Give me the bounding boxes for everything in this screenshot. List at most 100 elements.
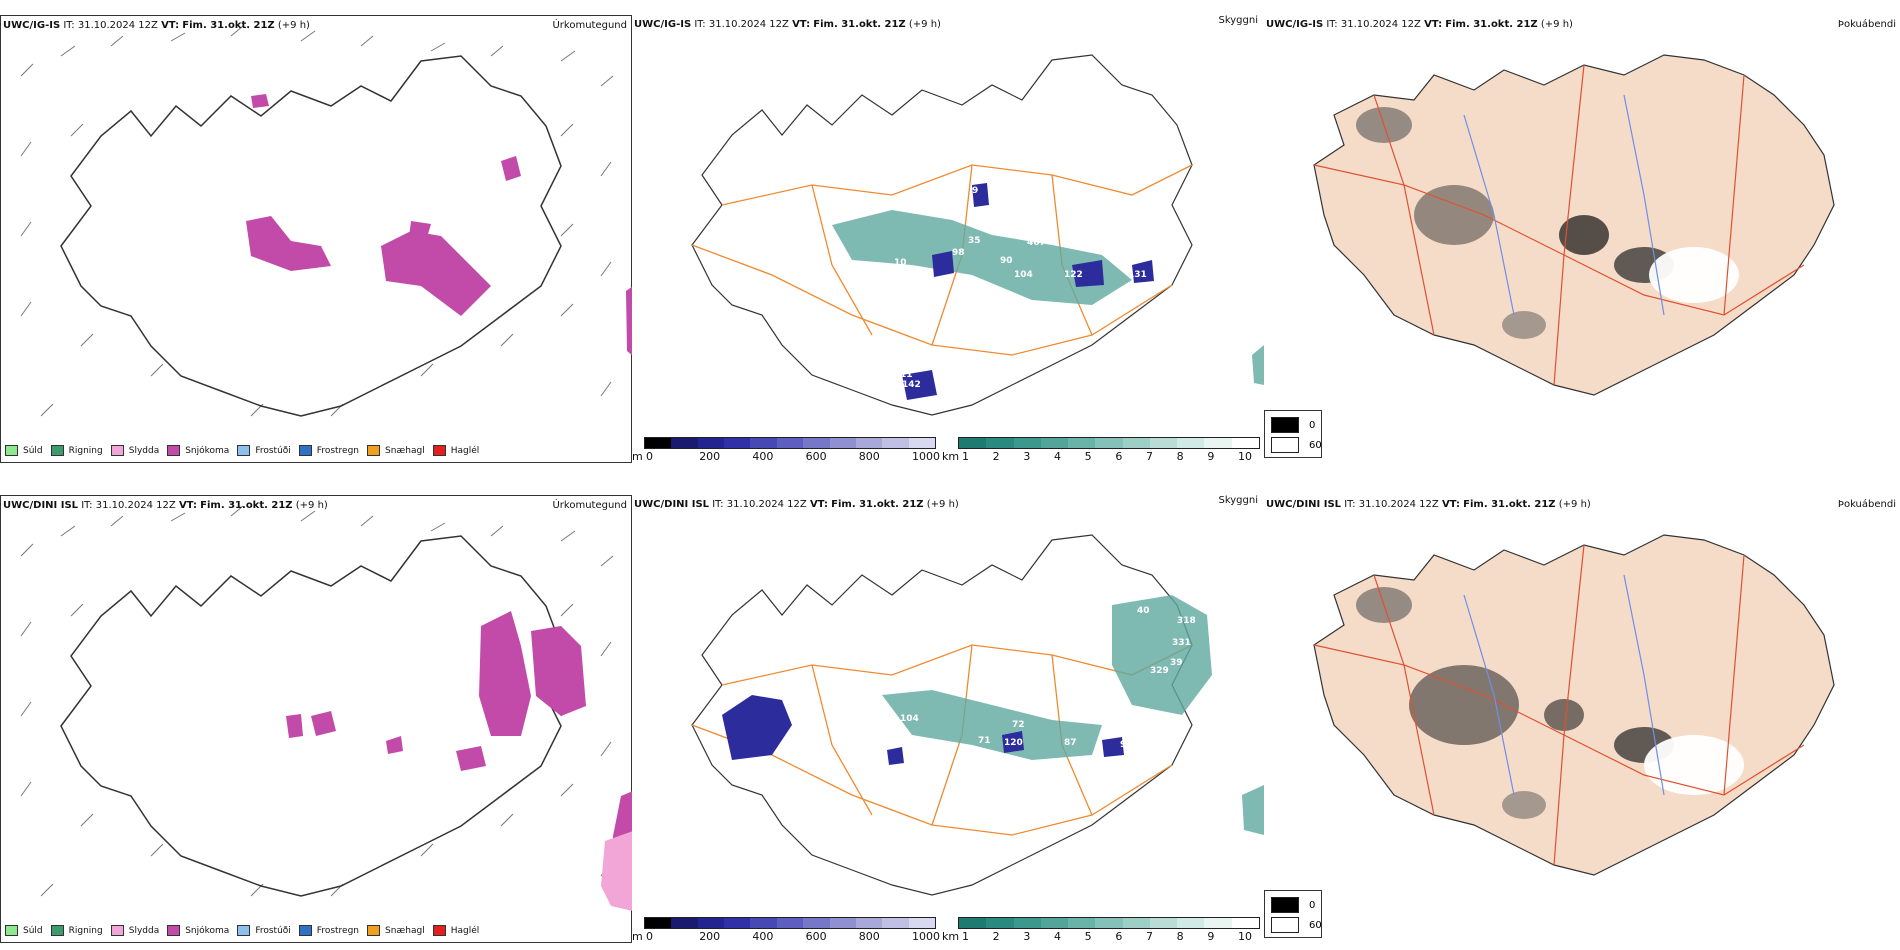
panel-type-title: Þokuábendi (1837, 499, 1896, 510)
precip-legend-label: Haglél (450, 445, 480, 456)
colorbar-tick-label: 9 (1207, 450, 1215, 463)
iceland-map-fog-row2 (1313, 534, 1835, 876)
panel-header: UWC/IG-IS IT: 31.10.2024 12Z VT: Fim. 31… (634, 19, 941, 30)
colorbar-tick-label: 600 (805, 450, 827, 463)
colorbar-tick-label: 7 (1146, 930, 1153, 943)
colorbar-segment (645, 918, 672, 928)
colorbar-segment (882, 438, 909, 448)
colorbar-tick-label: 10 (1238, 930, 1252, 943)
precip-legend-label: Rigning (68, 925, 103, 936)
cloud-base-value-label: 113 (1062, 213, 1081, 223)
colorbar-tick-label: 1 (962, 930, 969, 943)
precip-legend-item: Slydda (110, 925, 159, 936)
model-name: UWC/IG-IS (634, 19, 692, 30)
colorbar-segment (671, 438, 698, 448)
colorbar-tick-label: 0 (646, 450, 653, 463)
colorbar-segment (1177, 438, 1205, 448)
precip-legend-swatch (298, 925, 312, 936)
precip-legend-label: Slydda (128, 445, 160, 456)
precip-legend-swatch (5, 925, 18, 936)
panel-header: UWC/IG-IS IT: 31.10.2024 12Z VT: Fim. 31… (3, 20, 310, 31)
cloud-base-value-label: 131 (1128, 270, 1147, 280)
colorbar-segment (724, 918, 751, 928)
colorbar-segment (1013, 438, 1041, 448)
it-label: IT: (1344, 499, 1356, 510)
cloud-base-value-label: 120 (1004, 738, 1023, 748)
precip-legend-item: Frostúði (237, 445, 291, 456)
it-value: 31.10.2024 12Z (77, 20, 158, 31)
wind-barbs (20, 25, 614, 417)
fog-index-panel-row1: UWC/IG-IS IT: 31.10.2024 12Z VT: Fim. 31… (1264, 15, 1900, 463)
ceiling-colorbar-strip (644, 917, 936, 929)
vt-value: Fim. 31.okt. 21Z (831, 499, 924, 510)
panel-header: UWC/IG-IS IT: 31.10.2024 12Z VT: Fim. 31… (1266, 19, 1573, 30)
colorbar-segment (1068, 438, 1096, 448)
visibility-unit: km (942, 930, 960, 943)
sleet-area (601, 831, 633, 911)
colorbar-segment (1149, 918, 1178, 928)
colorbar-tick-label: 10 (1238, 450, 1252, 463)
lead-time: (+9 h) (277, 20, 310, 31)
precip-legend-item: Slydda (110, 445, 160, 456)
colorbar-segment (986, 438, 1014, 448)
colorbar-tick-label: 1000 (912, 930, 940, 943)
ceiling-unit: m (632, 930, 643, 943)
colorbar-tick-label: 6 (1115, 450, 1123, 463)
cloud-base-value-label: 72 (1012, 720, 1025, 730)
vt-value: Fim. 31.okt. 21Z (1445, 19, 1538, 30)
colorbar-segment (1177, 918, 1205, 928)
vt-value: Fim. 31.okt. 21Z (1463, 499, 1556, 510)
precip-type-panel-row1: UWC/IG-IS IT: 31.10.2024 12Z VT: Fim. 31… (0, 15, 633, 463)
vt-label: VT: (1424, 19, 1443, 30)
colorbar-segment (908, 438, 935, 448)
precip-legend-label: Frostúði (255, 925, 291, 936)
fog-index-panel-row2: UWC/DINI ISL IT: 31.10.2024 12Z VT: Fim.… (1264, 495, 1900, 943)
precip-legend-item: Súld (5, 445, 43, 456)
colorbar-segment (697, 438, 725, 448)
colorbar-tick-label: 400 (752, 930, 774, 943)
colorbar-segment (1095, 438, 1123, 448)
vt-label: VT: (1441, 499, 1460, 510)
colorbar-segment (1149, 438, 1178, 448)
precip-legend-item: Rigning (50, 445, 103, 456)
precip-legend-item: Snæhagl (367, 445, 425, 456)
fog-shading (1356, 587, 1744, 819)
panel-type-title: Skyggni (1218, 15, 1258, 26)
cloud-base-value-label: 98 (952, 248, 965, 258)
cloud-base-value-label: 3 (912, 348, 918, 358)
cloud-base-value-label: 104 (900, 714, 919, 724)
precip-legend: Súld Rigning Slydda Snjókoma Frostúði Frostre… (5, 925, 479, 936)
colorbar-tick-label: 0 (646, 930, 653, 943)
colorbar-segment (776, 438, 804, 448)
cloud-base-value-label: 9 (972, 186, 978, 196)
precip-legend-item: Frostregn (298, 445, 359, 456)
cloud-base-panel-row1: 467 113 98 90 104 122 131 40 10 11 78 142 3 35 9 3 8 UWC… (632, 15, 1264, 463)
visibility-colorbar-strip (958, 437, 1260, 449)
cloud-base-value-label: 40 (1152, 148, 1165, 158)
colorbar-segment (697, 918, 725, 928)
low-ceiling (722, 695, 1124, 765)
precip-legend-label: Snjókoma (185, 925, 230, 936)
fog-legend-label: 0 (1309, 419, 1316, 431)
fog-legend-row1: 0 60 (1264, 410, 1322, 458)
it-value: 31.10.2024 12Z (708, 19, 789, 30)
it-label: IT: (81, 500, 93, 511)
colorbar-tick-label: 3 (1023, 930, 1031, 943)
coastline (691, 54, 1193, 416)
fog-legend-swatch (1271, 417, 1299, 433)
colorbar-segment (671, 918, 698, 928)
lead-time: (+9 h) (295, 500, 328, 511)
colorbar-segment (1204, 438, 1232, 448)
precip-legend-item: Frostúði (237, 925, 291, 936)
vt-value: Fim. 31.okt. 21Z (813, 19, 906, 30)
colorbar-tick-label: 2 (992, 450, 1000, 463)
colorbar-tick-label: 200 (699, 930, 721, 943)
cloud-base-value-label: 40 (1137, 606, 1150, 616)
colorbar-tick-label: 4 (1054, 450, 1061, 463)
fog-legend-label: 60 (1309, 439, 1322, 451)
colorbar-segment (1095, 918, 1123, 928)
precip-legend-label: Snæhagl (385, 445, 425, 456)
